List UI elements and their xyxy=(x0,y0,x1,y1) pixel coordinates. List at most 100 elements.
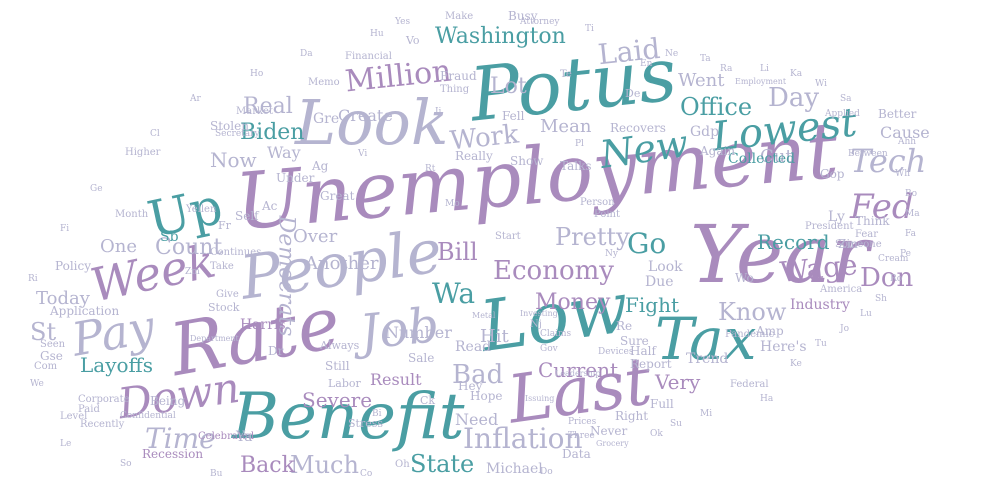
word-ka: Ka xyxy=(790,69,803,79)
word-co: Co xyxy=(360,469,373,479)
word-severe: Severe xyxy=(302,388,373,412)
word-ne: Ne xyxy=(665,49,679,59)
word-stolen: Stolen xyxy=(210,119,249,133)
word-right: Right xyxy=(615,409,649,423)
word-sb: Sb xyxy=(160,229,179,245)
word-go: Go xyxy=(627,227,667,260)
word-oh: Oh xyxy=(395,459,410,470)
word-fi: Fi xyxy=(60,224,70,234)
word-pandemic: Pandemic xyxy=(725,329,775,340)
word-person: Person xyxy=(580,197,615,208)
word-lu: Lu xyxy=(860,309,872,319)
word-memo: Memo xyxy=(308,77,340,88)
word-recession: Recession xyxy=(142,447,204,461)
word-ac: Ac xyxy=(262,199,278,213)
word-industry: Industry xyxy=(790,297,850,313)
word-really: Really xyxy=(455,149,493,163)
word-bu: Bu xyxy=(210,469,223,479)
word-ly: Ly xyxy=(828,209,845,225)
word-now: Now xyxy=(210,148,257,172)
word-ar: Ar xyxy=(190,94,201,104)
word-very: Very xyxy=(655,370,701,394)
word-policy: Policy xyxy=(55,259,91,273)
word-inflation: Inflation xyxy=(463,422,583,455)
word-devices: Devices xyxy=(598,347,634,357)
word-fa: Fa xyxy=(905,229,916,239)
word-gop: Gop xyxy=(820,167,845,181)
word-ra: Ra xyxy=(720,64,733,74)
word-bad: Bad xyxy=(452,360,504,390)
word-tax: Tax xyxy=(655,305,757,373)
word-metal: Metal xyxy=(472,311,496,320)
word-ri: Ri xyxy=(28,274,38,284)
word-ny: Ny xyxy=(605,249,618,259)
word-busy: Busy xyxy=(508,9,538,23)
word-self: Self xyxy=(235,209,259,223)
word-look: Look xyxy=(295,86,449,159)
word-labor: Labor xyxy=(328,377,361,390)
word-hope: Hope xyxy=(470,389,503,403)
word-mean: Mean xyxy=(540,116,592,137)
word-way: Way xyxy=(267,143,301,162)
word-employment: Employment xyxy=(735,77,787,86)
word-investing: Investing xyxy=(520,309,558,318)
word-layoffs: Layoffs xyxy=(80,353,154,377)
word-gre: Gre xyxy=(313,111,340,127)
word-claims: Claims xyxy=(540,329,572,339)
word-tech: Tech xyxy=(850,142,927,180)
word-zm: Zm xyxy=(185,267,200,277)
word-dr: Dr xyxy=(268,344,284,358)
word-wh: Wh xyxy=(895,169,911,179)
word-read: Read xyxy=(455,339,492,355)
word-mi: Mi xyxy=(700,409,713,419)
word-hit: Hit xyxy=(480,326,509,347)
word-better: Better xyxy=(878,107,917,121)
word-still: Still xyxy=(325,359,350,373)
word-ro: Ro xyxy=(890,274,903,284)
word-ii: Ii xyxy=(435,107,442,117)
word-report: Report xyxy=(630,357,672,371)
word-fell: Fell xyxy=(502,109,525,123)
word-create: Create xyxy=(338,106,393,125)
word-number: Number xyxy=(385,323,452,342)
word-biden: Biden xyxy=(240,120,305,145)
word-rt: Rt xyxy=(425,164,436,174)
word-another: Another xyxy=(305,253,379,274)
word-look2: Look xyxy=(648,259,683,275)
word-bo: Bo xyxy=(905,189,918,199)
word-so: So xyxy=(120,459,132,469)
word-ho: Ho xyxy=(250,69,264,79)
word-know: Know xyxy=(718,298,787,326)
word-corporate: Corporate xyxy=(78,394,130,405)
word-mo: Mo xyxy=(445,199,460,209)
word-de: De xyxy=(625,87,641,100)
word-ge: Ge xyxy=(90,184,103,194)
word-financial: Financial xyxy=(345,51,392,62)
word-grocery: Grocery xyxy=(596,439,629,448)
word-market: Market xyxy=(236,106,273,117)
word-stock: Stock xyxy=(208,301,240,314)
word-com: Com xyxy=(34,361,58,372)
word-ha: Ha xyxy=(760,394,774,404)
word-cl: Cl xyxy=(150,129,160,139)
word-year: Year xyxy=(690,208,870,301)
word-being: Being xyxy=(150,394,186,408)
word-sure: Sure xyxy=(620,334,649,348)
word-gse: Gse xyxy=(40,349,63,363)
word-tu: Tu xyxy=(815,339,827,349)
word-en: En xyxy=(640,59,653,69)
word-fight: Fight xyxy=(625,293,679,317)
word-wage: Wage xyxy=(778,248,860,289)
word-yellen: Yellen xyxy=(186,204,217,215)
word-much: Much xyxy=(290,451,359,479)
word-li: Li xyxy=(760,64,769,74)
word-federal: Federal xyxy=(730,379,769,390)
word-ti: Ti xyxy=(585,24,594,34)
word-over: Over xyxy=(293,226,338,247)
word-celebrated: Celebrated xyxy=(198,431,255,442)
word-do: Do xyxy=(540,467,553,477)
word-washington: Washington xyxy=(435,24,566,49)
word-te: Te xyxy=(560,69,572,80)
word-one: One xyxy=(100,236,138,257)
